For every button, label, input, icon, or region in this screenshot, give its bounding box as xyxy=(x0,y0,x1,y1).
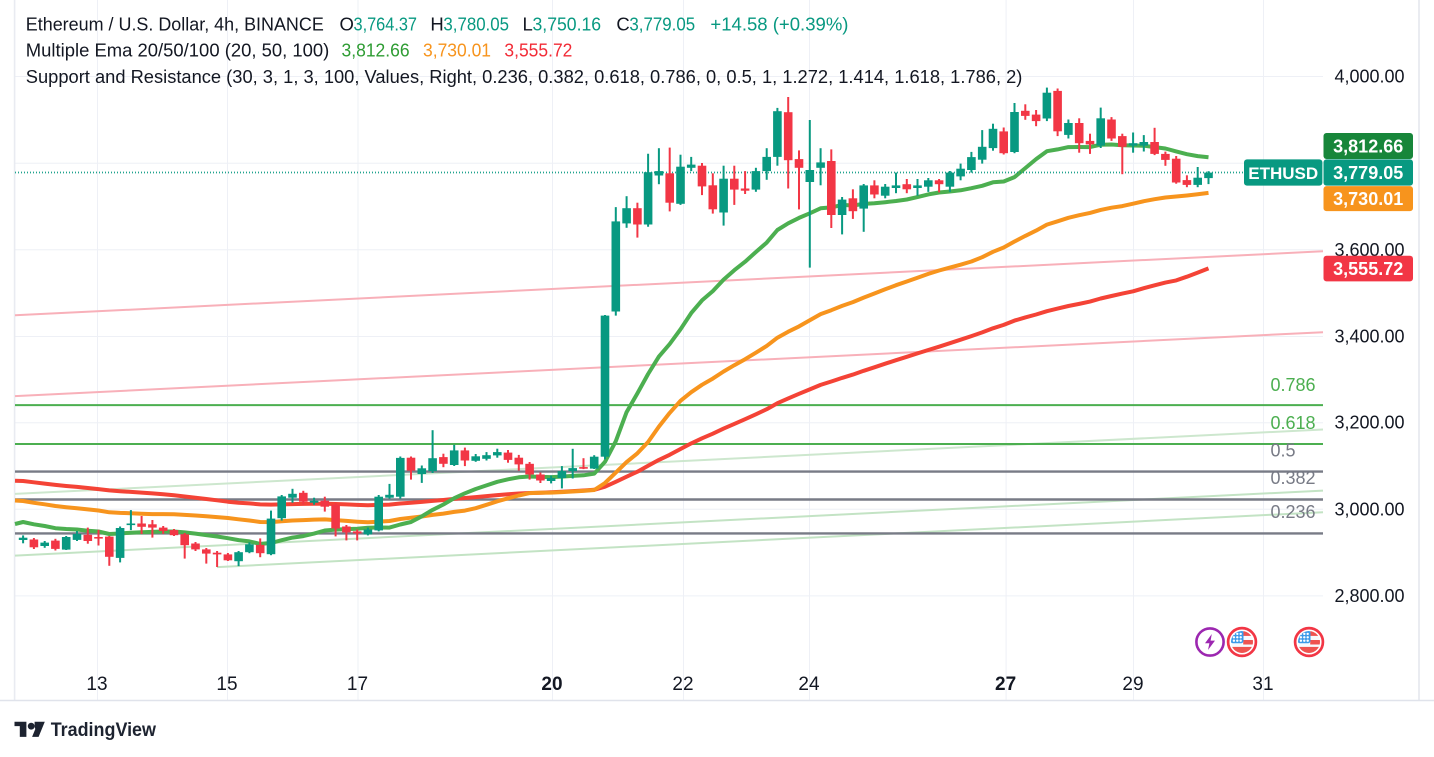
svg-text:Multiple Ema 20/50/100 (20, 50: Multiple Ema 20/50/100 (20, 50, 100) xyxy=(26,40,330,61)
svg-text:27: 27 xyxy=(995,674,1016,695)
svg-text:3,812.66: 3,812.66 xyxy=(342,40,410,61)
svg-text:L: L xyxy=(523,13,533,34)
svg-text:3,779.05: 3,779.05 xyxy=(629,13,695,34)
svg-text:3,555.72: 3,555.72 xyxy=(1333,259,1403,279)
svg-text:C: C xyxy=(616,13,629,34)
svg-text:3,780.05: 3,780.05 xyxy=(443,13,509,34)
svg-text:+14.58 (+0.39%): +14.58 (+0.39%) xyxy=(710,13,848,34)
svg-text:0.5: 0.5 xyxy=(1271,441,1296,461)
svg-text:3,730.01: 3,730.01 xyxy=(1333,189,1403,209)
svg-text:Ethereum / U.S. Dollar, 4h, BI: Ethereum / U.S. Dollar, 4h, BINANCE xyxy=(26,13,324,34)
svg-text:20: 20 xyxy=(541,674,562,695)
svg-text:22: 22 xyxy=(672,674,693,695)
svg-text:2,800.00: 2,800.00 xyxy=(1335,586,1405,606)
svg-text:15: 15 xyxy=(216,674,237,695)
svg-text:3,779.05: 3,779.05 xyxy=(1333,163,1403,183)
svg-text:Support and Resistance (30, 3,: Support and Resistance (30, 3, 1, 3, 100… xyxy=(26,66,1023,87)
svg-text:3,764.37: 3,764.37 xyxy=(354,13,418,34)
svg-text:O: O xyxy=(340,13,354,34)
svg-text:3,730.01: 3,730.01 xyxy=(423,40,491,61)
svg-text:0.786: 0.786 xyxy=(1271,375,1316,395)
svg-text:0.236: 0.236 xyxy=(1271,502,1316,522)
svg-text:3,600.00: 3,600.00 xyxy=(1335,240,1405,260)
svg-text:0.382: 0.382 xyxy=(1271,468,1316,488)
svg-text:17: 17 xyxy=(347,674,368,695)
svg-text:31: 31 xyxy=(1252,674,1273,695)
svg-text:3,555.72: 3,555.72 xyxy=(504,40,572,61)
svg-text:H: H xyxy=(430,13,443,34)
svg-text:0.618: 0.618 xyxy=(1271,413,1316,433)
svg-text:3,812.66: 3,812.66 xyxy=(1333,136,1403,156)
svg-text:3,200.00: 3,200.00 xyxy=(1335,413,1405,433)
svg-text:TradingView: TradingView xyxy=(51,720,157,741)
svg-text:13: 13 xyxy=(86,674,107,695)
svg-text:3,750.16: 3,750.16 xyxy=(533,13,602,34)
svg-text:3,000.00: 3,000.00 xyxy=(1335,499,1405,519)
svg-text:4,000.00: 4,000.00 xyxy=(1335,67,1405,87)
svg-text:24: 24 xyxy=(798,674,820,695)
svg-text:ETHUSD: ETHUSD xyxy=(1248,164,1318,183)
svg-text:29: 29 xyxy=(1122,674,1143,695)
svg-text:3,400.00: 3,400.00 xyxy=(1335,327,1405,347)
